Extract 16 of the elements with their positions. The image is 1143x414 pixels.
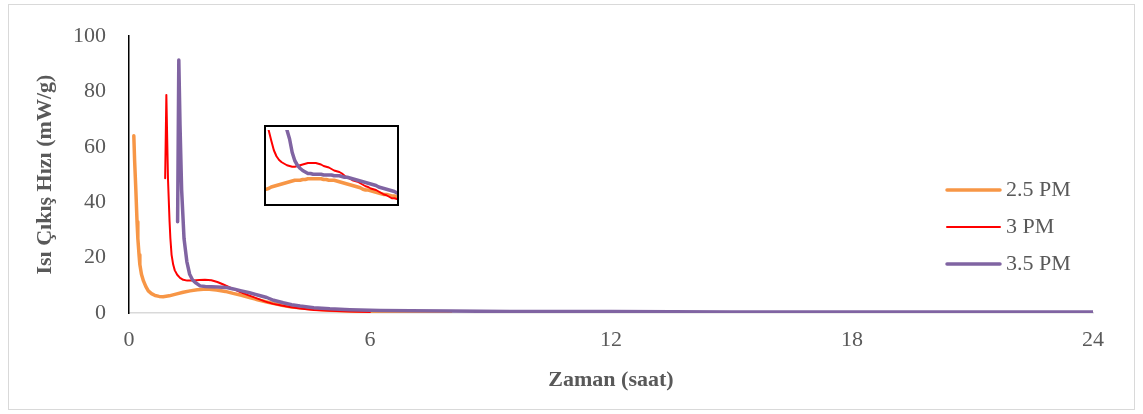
y-axis-title: Isı Çıkış Hızı (mW/g): [30, 74, 56, 275]
y-tick-label: 0: [95, 298, 106, 324]
legend-label: 3.5 PM: [1006, 249, 1071, 275]
x-tick-label: 12: [600, 325, 622, 351]
legend-label: 2.5 PM: [1006, 175, 1071, 201]
x-tick-label: 18: [841, 325, 863, 351]
y-tick-label: 40: [84, 188, 106, 214]
y-tick-label: 80: [84, 77, 106, 103]
x-axis-title: Zaman (saat): [548, 366, 674, 392]
y-tick-label: 100: [73, 21, 106, 47]
y-tick-label: 20: [84, 243, 106, 269]
legend-label: 3 PM: [1006, 212, 1055, 238]
x-tick-label: 24: [1082, 325, 1104, 351]
x-tick-label: 0: [123, 325, 135, 351]
x-tick-label: 6: [364, 325, 376, 351]
y-tick-label: 60: [84, 132, 106, 158]
